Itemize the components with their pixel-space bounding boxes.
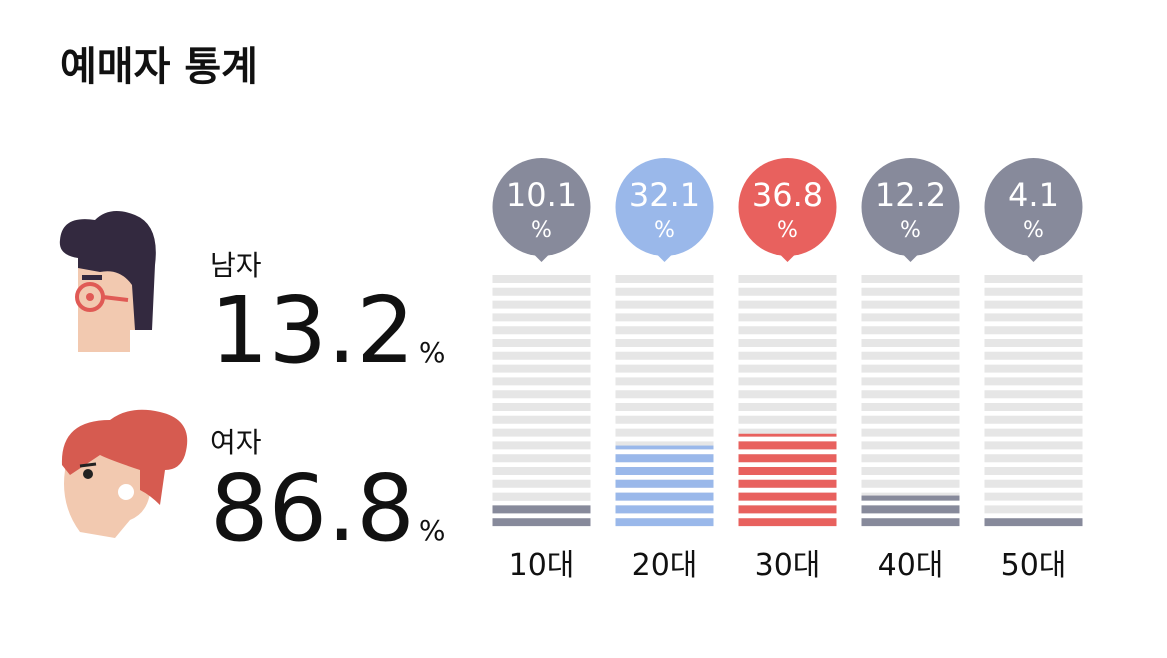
x-tick-label: 20대 (632, 548, 698, 583)
bubble-pointer (533, 254, 550, 262)
bubble-pointer (656, 254, 673, 262)
bubble-pointer (902, 254, 919, 262)
gender-label: 여자 (210, 426, 262, 459)
value-label: 10.1 (506, 176, 577, 214)
gender-value: 13.2% (210, 277, 445, 384)
bar-track (492, 275, 591, 527)
value-bubble (984, 158, 1083, 256)
value-unit: % (900, 218, 921, 243)
value-label: 4.1 (1008, 176, 1059, 214)
value-unit: % (777, 218, 798, 243)
bar (984, 515, 1083, 527)
bubble-pointer (1025, 254, 1042, 262)
value-unit: % (654, 218, 675, 243)
female-icon (61, 409, 188, 538)
value-bubble (492, 158, 591, 256)
gender-label: 남자 (210, 249, 262, 282)
value-label: 32.1 (629, 176, 700, 214)
value-unit: % (1023, 218, 1044, 243)
bar (738, 433, 837, 527)
bar (492, 500, 591, 527)
gender-value: 86.8% (210, 455, 445, 562)
bar-track (861, 275, 960, 527)
x-tick-label: 50대 (1001, 548, 1067, 583)
x-tick-label: 30대 (755, 548, 821, 583)
value-bubble (738, 158, 837, 256)
value-unit: % (531, 218, 552, 243)
value-bubble (615, 158, 714, 256)
bar-track (738, 275, 837, 527)
title: 예매자 통계 (60, 44, 258, 90)
bar (861, 495, 960, 527)
value-label: 36.8 (752, 176, 823, 214)
bar (615, 445, 714, 527)
gender-unit: % (419, 336, 446, 369)
x-tick-label: 40대 (878, 548, 944, 583)
bar-track (615, 275, 714, 527)
x-tick-label: 10대 (509, 548, 575, 583)
gender-unit: % (419, 514, 446, 547)
gender-number: 13.2 (210, 277, 415, 384)
value-bubble (861, 158, 960, 256)
gender-number: 86.8 (210, 455, 415, 562)
value-label: 12.2 (875, 176, 946, 214)
bar-track (984, 275, 1083, 527)
male-icon (59, 211, 156, 352)
bubble-pointer (779, 254, 796, 262)
